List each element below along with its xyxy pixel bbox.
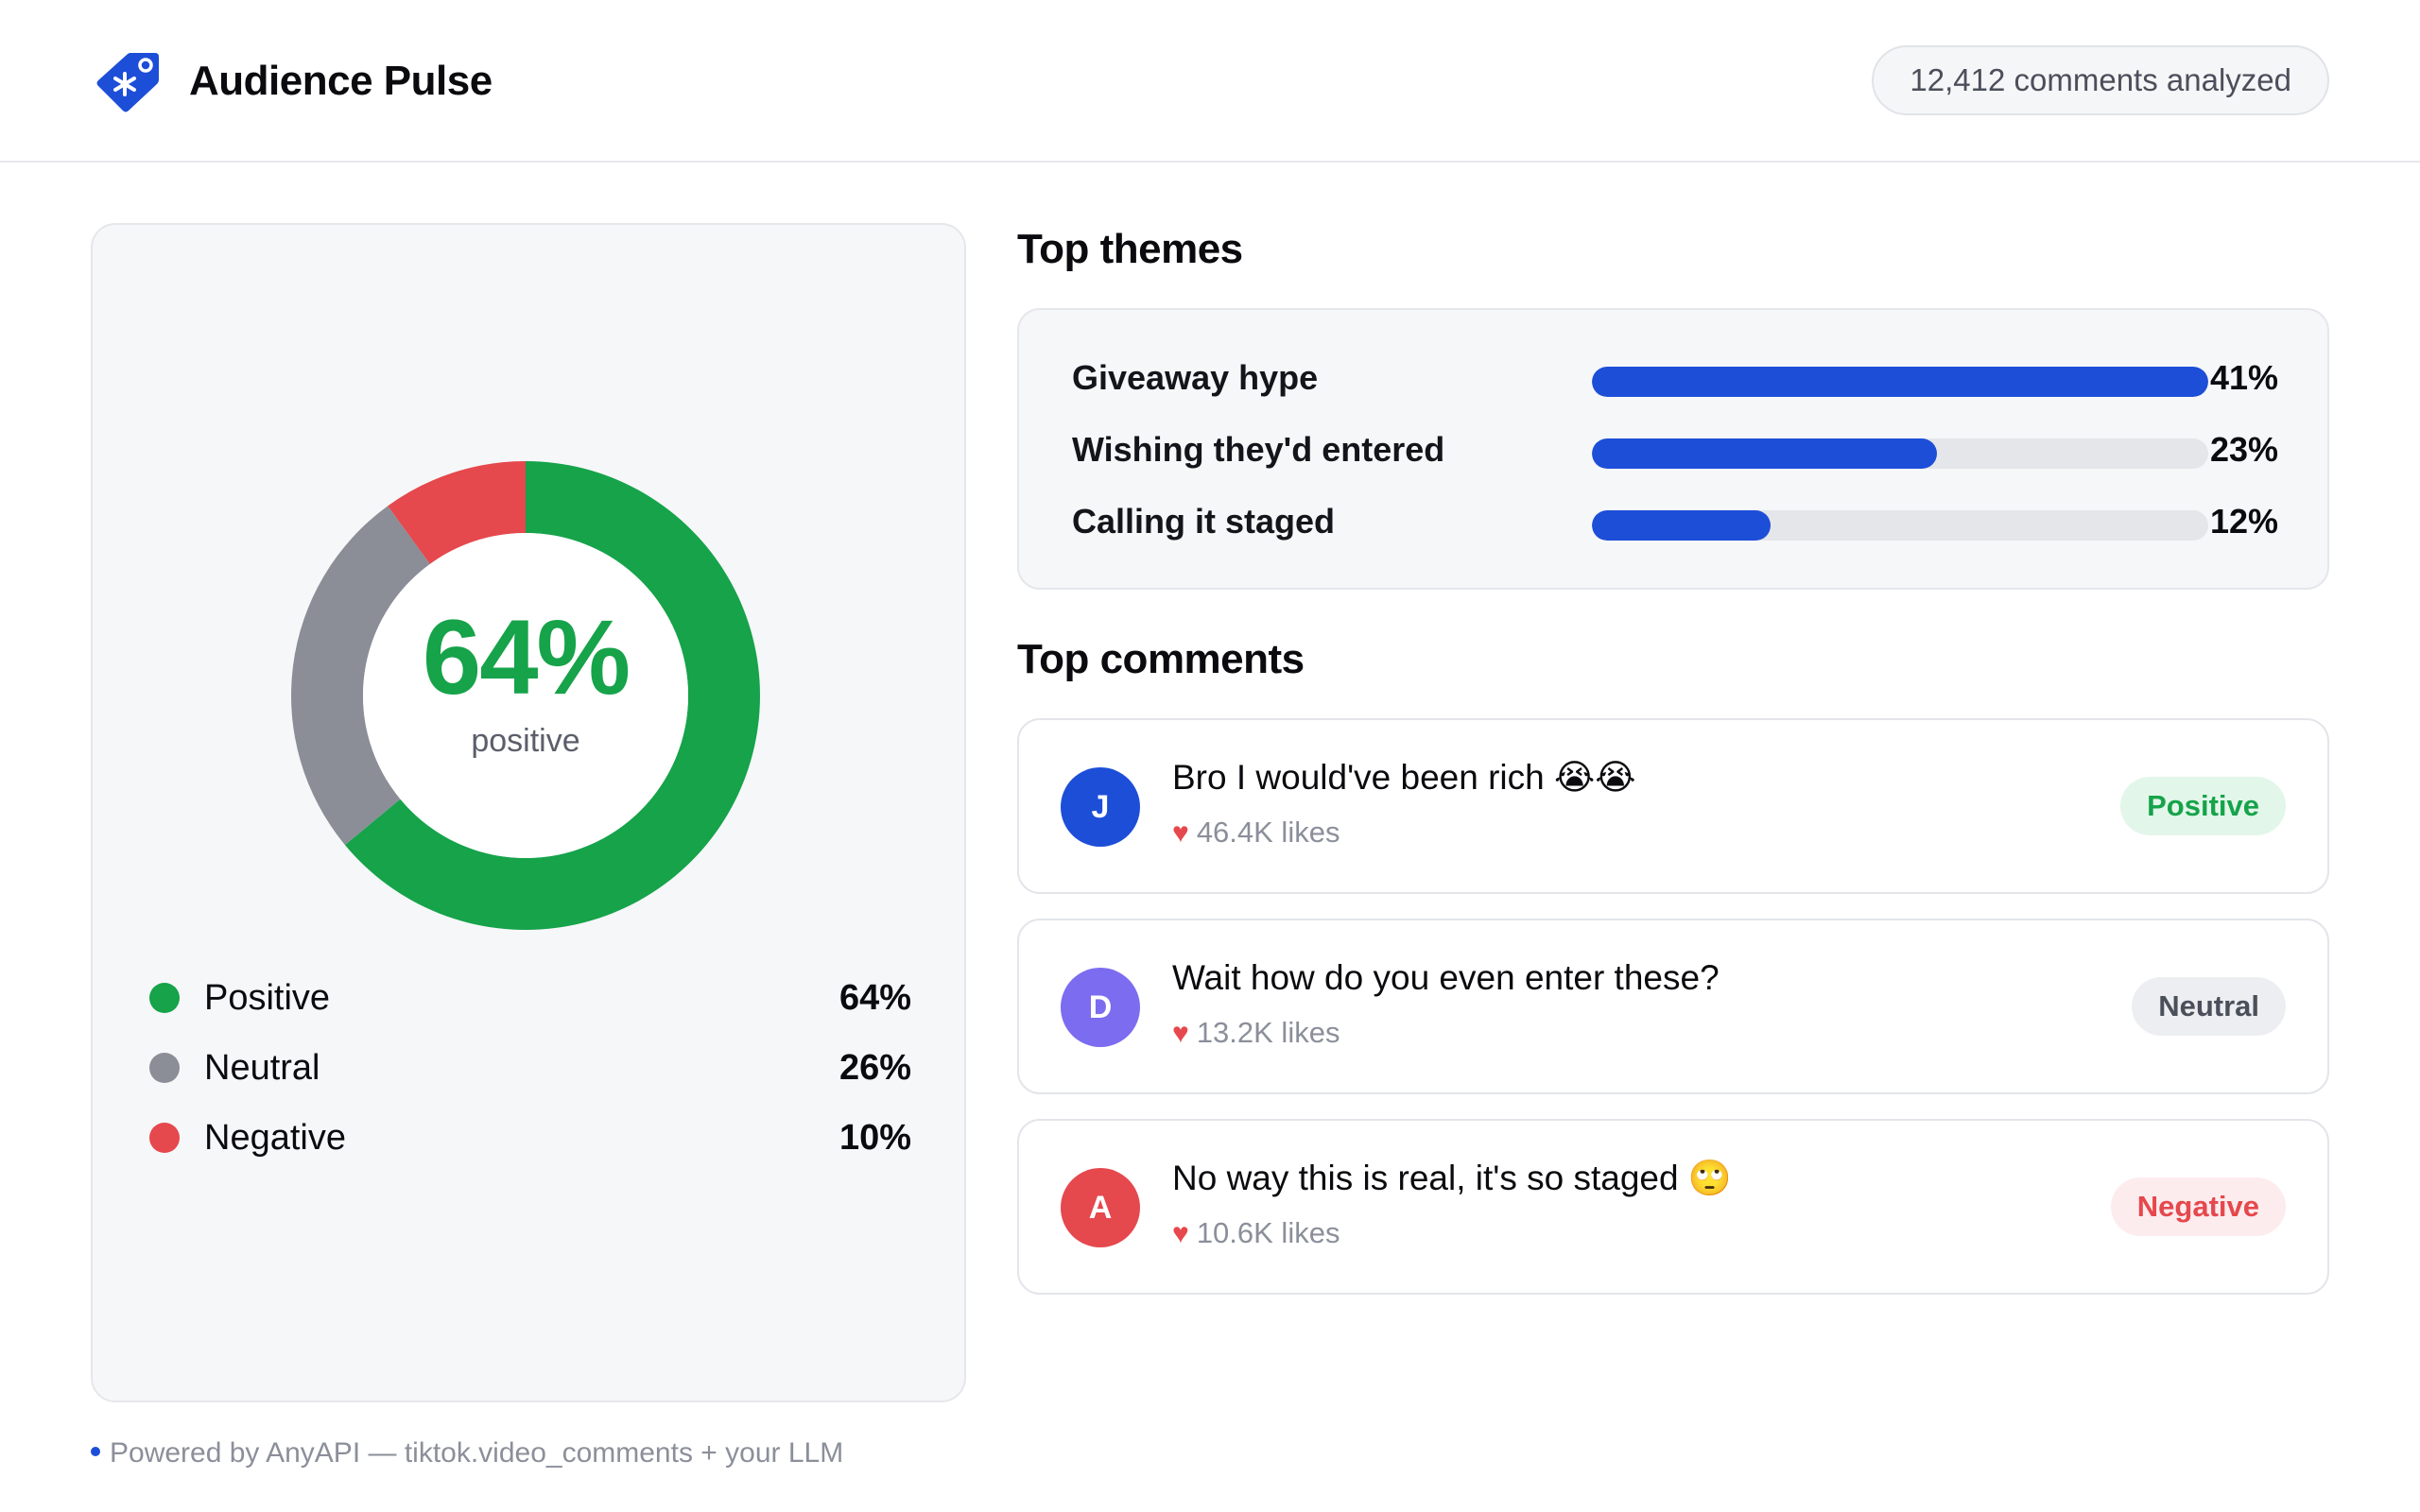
sentiment-badge-neutral: Neutral xyxy=(2132,977,2286,1036)
theme-row: Calling it staged 12% xyxy=(1072,493,2278,550)
comment-text: Bro I would've been rich 😭😭 xyxy=(1172,758,1636,797)
donut-slice-negative xyxy=(388,461,526,564)
comment-text: Wait how do you even enter these? xyxy=(1172,958,1720,997)
app-title: Audience Pulse xyxy=(189,58,493,104)
bullet-icon xyxy=(91,1447,100,1457)
theme-row: Giveaway hype 41% xyxy=(1072,350,2278,406)
comments-count-badge: 12,412 comments analyzed xyxy=(1872,45,2329,115)
theme-bar-fill xyxy=(1592,438,1938,469)
legend-label: Neutral xyxy=(204,1048,320,1088)
theme-bar-track xyxy=(1592,367,2208,397)
footer-credit: Powered by AnyAPI — tiktok.video_comment… xyxy=(91,1436,843,1470)
legend-dot xyxy=(149,1053,180,1083)
theme-percentage: 41% xyxy=(2209,358,2278,397)
sentiment-badge-negative: Negative xyxy=(2110,1177,2286,1236)
theme-bar-track xyxy=(1592,438,2208,469)
theme-percentage: 23% xyxy=(2209,430,2278,469)
donut-slice-positive xyxy=(344,461,760,930)
sentiment-card: 64% positive Positive 64% Neutral 26% Ne… xyxy=(91,223,966,1402)
comment-card[interactable]: D Wait how do you even enter these? ♥ 13.… xyxy=(1017,919,2329,1094)
sentiment-legend: Positive 64% Neutral 26% Negative 10% xyxy=(149,962,911,1172)
comment-text: No way this is real, it's so staged 🙄 xyxy=(1172,1159,1732,1197)
positive-percentage: 64% xyxy=(422,598,631,716)
theme-bar-fill xyxy=(1592,367,2208,397)
comment-card[interactable]: A No way this is real, it's so staged 🙄 … xyxy=(1017,1119,2329,1295)
theme-label: Giveaway hype xyxy=(1072,358,1319,397)
theme-label: Wishing they'd entered xyxy=(1072,430,1445,469)
likes-count: 10.6K likes xyxy=(1196,1216,1340,1249)
likes-count: 13.2K likes xyxy=(1196,1016,1340,1049)
price-tag-icon xyxy=(96,53,159,112)
avatar: D xyxy=(1061,968,1140,1047)
likes-count: 46.4K likes xyxy=(1196,816,1340,849)
theme-bar-track xyxy=(1592,510,2208,541)
legend-item-negative: Negative 10% xyxy=(149,1102,911,1172)
legend-dot xyxy=(149,983,180,1013)
legend-item-neutral: Neutral 26% xyxy=(149,1032,911,1102)
avatar: A xyxy=(1061,1168,1140,1247)
avatar: J xyxy=(1061,767,1140,847)
app-header: Audience Pulse 12,412 comments analyzed xyxy=(0,0,2420,163)
heart-icon: ♥ xyxy=(1172,1218,1189,1249)
comment-card[interactable]: J Bro I would've been rich 😭😭 ♥ 46.4K lik… xyxy=(1017,718,2329,894)
positive-label: positive xyxy=(471,723,580,759)
legend-value: 10% xyxy=(838,1118,911,1158)
comment-likes: ♥ 13.2K likes xyxy=(1172,1015,1340,1052)
footer-text: Powered by AnyAPI — tiktok.video_comment… xyxy=(110,1437,844,1469)
comment-likes: ♥ 46.4K likes xyxy=(1172,815,1340,851)
theme-label: Calling it staged xyxy=(1072,502,1336,541)
legend-dot xyxy=(149,1123,180,1153)
legend-value: 64% xyxy=(838,978,911,1018)
heart-icon: ♥ xyxy=(1172,1018,1189,1049)
theme-bar-fill xyxy=(1592,510,1772,541)
sentiment-badge-positive: Positive xyxy=(2120,777,2286,835)
heart-icon: ♥ xyxy=(1172,817,1189,849)
donut-slice-neutral xyxy=(291,506,430,846)
legend-item-positive: Positive 64% xyxy=(149,962,911,1032)
theme-percentage: 12% xyxy=(2209,502,2278,541)
theme-row: Wishing they'd entered 23% xyxy=(1072,421,2278,478)
top-themes-title: Top themes xyxy=(1017,226,1243,272)
donut-hole xyxy=(363,533,688,858)
legend-label: Negative xyxy=(204,1118,346,1158)
sentiment-donut-chart xyxy=(291,461,760,930)
legend-value: 26% xyxy=(838,1048,911,1088)
legend-label: Positive xyxy=(204,978,331,1018)
donut-center: 64% positive xyxy=(289,459,762,932)
top-comments-title: Top comments xyxy=(1017,636,1305,682)
top-themes-card: Giveaway hype 41% Wishing they'd entered… xyxy=(1017,308,2329,590)
comment-likes: ♥ 10.6K likes xyxy=(1172,1215,1340,1252)
